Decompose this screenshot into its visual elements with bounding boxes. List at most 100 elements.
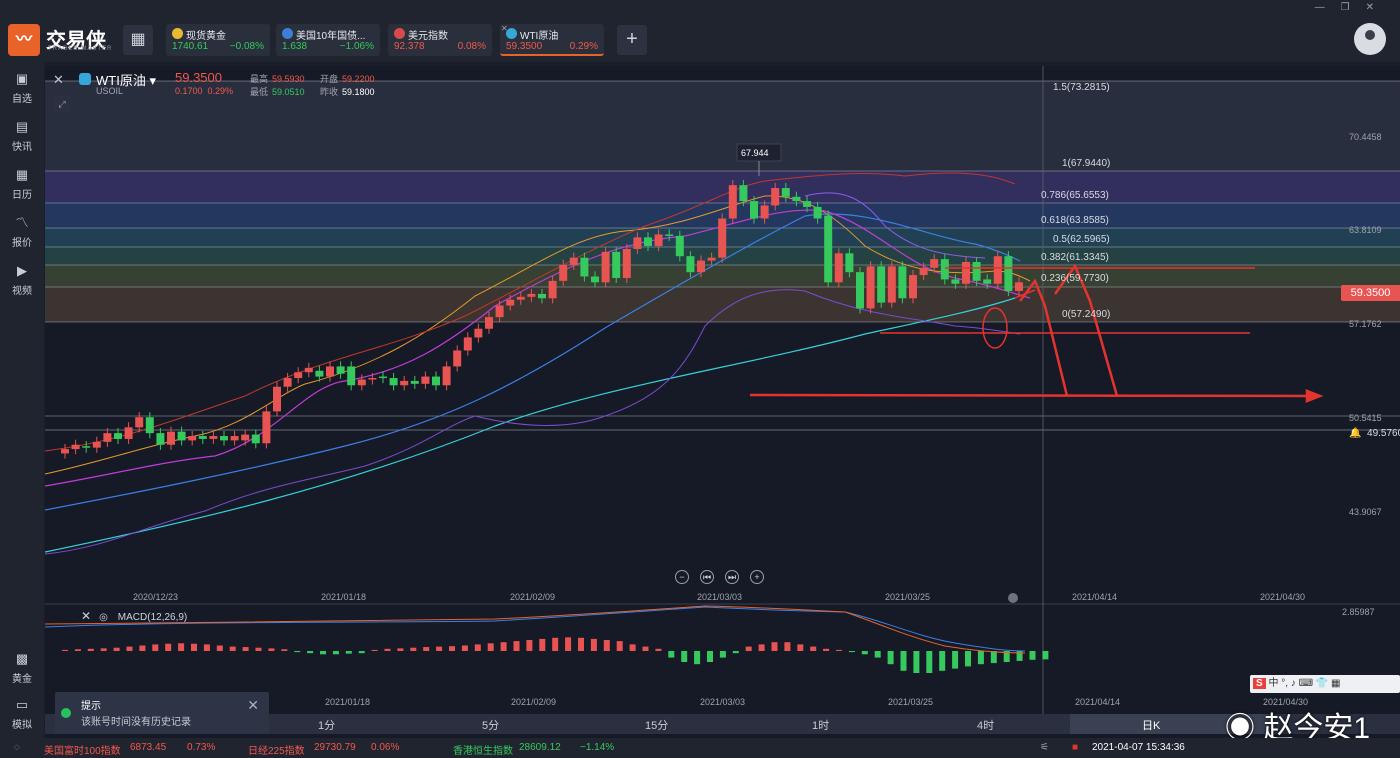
macd-bar — [655, 648, 662, 651]
candle-body — [887, 266, 896, 303]
macd-bar — [191, 643, 197, 651]
zoom-out-button[interactable]: − — [675, 570, 689, 584]
candle-body — [273, 386, 281, 412]
avatar[interactable] — [1354, 23, 1386, 55]
timeframe-1m[interactable]: 1分 — [318, 720, 336, 732]
tab-wti-crude[interactable]: ✕ WTI原油 59.3500 0.29% — [500, 24, 604, 56]
restore-icon[interactable]: ❐ — [1340, 2, 1366, 13]
date-label: 2021/01/18 — [321, 592, 367, 602]
candle-body — [569, 257, 578, 265]
macd-bar — [513, 641, 520, 651]
grid-layout-button[interactable]: ▦ — [123, 25, 153, 55]
symbol-name[interactable]: WTI原油 ▾ — [96, 73, 156, 88]
candle-body — [633, 237, 642, 249]
quote-chart-icon: 〽 — [15, 215, 29, 230]
ticker-name[interactable]: 美国富时100指数 — [44, 746, 121, 757]
tab-name: 美元指数 — [408, 31, 448, 41]
macd-bar — [977, 651, 984, 665]
add-tab-button[interactable]: + — [617, 25, 647, 55]
timeframe-5m[interactable]: 5分 — [482, 720, 500, 732]
candle-body — [1004, 256, 1013, 292]
bell-icon[interactable]: 🔔 — [1349, 428, 1362, 439]
sidebar-item-video[interactable]: ▶ 视频 — [0, 264, 44, 304]
minimize-icon[interactable]: — — [1314, 2, 1341, 13]
candle-body — [707, 257, 716, 261]
date-label: 2021/04/30 — [1260, 592, 1306, 602]
sidebar-item-simulate[interactable]: ▭ 模拟 — [0, 698, 44, 738]
candle-body — [357, 379, 366, 386]
macd-bar — [823, 648, 830, 651]
sidebar-item-label: 日历 — [12, 190, 32, 201]
candle-body — [506, 299, 515, 306]
candle-body — [463, 337, 472, 351]
candle-body — [750, 201, 758, 219]
sidebar-item-watchlist[interactable]: ▣ 自选 — [0, 72, 44, 112]
candle-body — [188, 436, 197, 441]
sidebar-item-gold[interactable]: ▩ 黄金 — [0, 652, 44, 692]
timeframe-1h[interactable]: 1时 — [812, 720, 830, 732]
toast-title: 提示 — [81, 701, 101, 712]
tab-spot-gold[interactable]: 现货黄金 1740.61 −0.08% — [166, 24, 270, 56]
close-tab-icon[interactable]: ✕ — [501, 24, 508, 33]
close-indicator-icon[interactable]: ✕ — [81, 609, 92, 623]
ticker-name[interactable]: 香港恒生指数 — [453, 746, 513, 757]
candle-body — [167, 431, 175, 445]
sidebar-item-news[interactable]: ▤ 快讯 — [0, 120, 44, 160]
date-label: 2021/03/03 — [697, 592, 743, 602]
candle-body — [728, 185, 737, 219]
window-controls[interactable]: —❐✕ — [1315, 2, 1390, 13]
candle-body — [400, 380, 409, 386]
sidebar-item-calendar[interactable]: ▦ 日历 — [0, 168, 44, 208]
close-icon[interactable]: ✕ — [1365, 2, 1390, 13]
macd-bar — [87, 648, 94, 651]
sidebar-item-quotes[interactable]: 〽报价 — [0, 216, 44, 256]
macd-bar — [242, 647, 249, 651]
macd-bar — [939, 651, 946, 671]
timeframe-4h[interactable]: 4时 — [977, 720, 995, 732]
bollinger-top-purple — [804, 192, 986, 259]
date-label: 2021/03/25 — [888, 697, 934, 707]
chart-nav-controls: − ⏮ ⏭ + — [675, 570, 775, 584]
scroll-handle[interactable] — [1008, 593, 1018, 603]
macd-bar — [320, 651, 326, 655]
chart-area[interactable]: ✕ WTI原油 ▾ USOIL 59.3500 0.1700 0.29% 最高 5… — [45, 66, 1400, 738]
macd-bar — [758, 644, 765, 651]
wifi-off-icon[interactable]: ⚟ — [1040, 742, 1049, 753]
tab-us-10y-bond[interactable]: 美国10年国债... 1.638 −1.06% — [276, 24, 380, 56]
candle-body — [103, 433, 112, 442]
macd-bar — [629, 644, 636, 651]
datetime: 2021-04-07 15:34:36 — [1092, 742, 1185, 753]
close-icon[interactable]: ✕ — [247, 697, 259, 713]
headset-icon[interactable]: ◌ — [14, 742, 20, 753]
close-chart-icon[interactable]: ✕ — [53, 72, 64, 87]
scroll-start-button[interactable]: ⏮ — [700, 570, 714, 584]
macd-bar — [707, 651, 713, 662]
macd-bar — [152, 644, 159, 651]
gear-icon[interactable]: ◎ — [99, 612, 108, 623]
macd-bar — [642, 646, 649, 651]
change-abs: 0.1700 — [175, 86, 203, 96]
stat-label: 开盘 — [320, 74, 339, 84]
tab-change: 0.08% — [457, 41, 486, 52]
scroll-end-button[interactable]: ⏭ — [725, 570, 739, 584]
zoom-in-button[interactable]: + — [750, 570, 764, 584]
tab-usd-index[interactable]: 美元指数 92.378 0.08% — [388, 24, 492, 56]
ticker-name[interactable]: 日经225指数 — [248, 746, 305, 757]
macd-bar — [694, 651, 701, 665]
price-chart-svg[interactable] — [45, 66, 1400, 714]
ime-toolbar[interactable]: S 中 °, ♪ ⌨ 👕 ▦ — [1250, 675, 1400, 693]
macd-bar — [126, 646, 133, 651]
toast-notification: 提示 该账号时间没有历史记录 ✕ — [55, 692, 269, 734]
stat-label: 最低 — [250, 87, 269, 97]
price-alert[interactable]: 🔔 49.5760 — [1349, 428, 1400, 439]
timeframe-15m[interactable]: 15分 — [645, 720, 669, 732]
candle-body — [326, 366, 334, 377]
timeframe-active-bg — [1070, 714, 1270, 734]
expand-icon[interactable]: ⤢ — [53, 96, 71, 112]
candle-body — [644, 237, 652, 247]
fib-band-5 — [45, 265, 1400, 287]
timeframe-daily[interactable]: 日K — [1142, 720, 1161, 732]
candle-body — [220, 436, 228, 441]
candle-body — [909, 275, 917, 299]
ime-status: 中 °, ♪ ⌨ 👕 ▦ — [1268, 678, 1341, 689]
